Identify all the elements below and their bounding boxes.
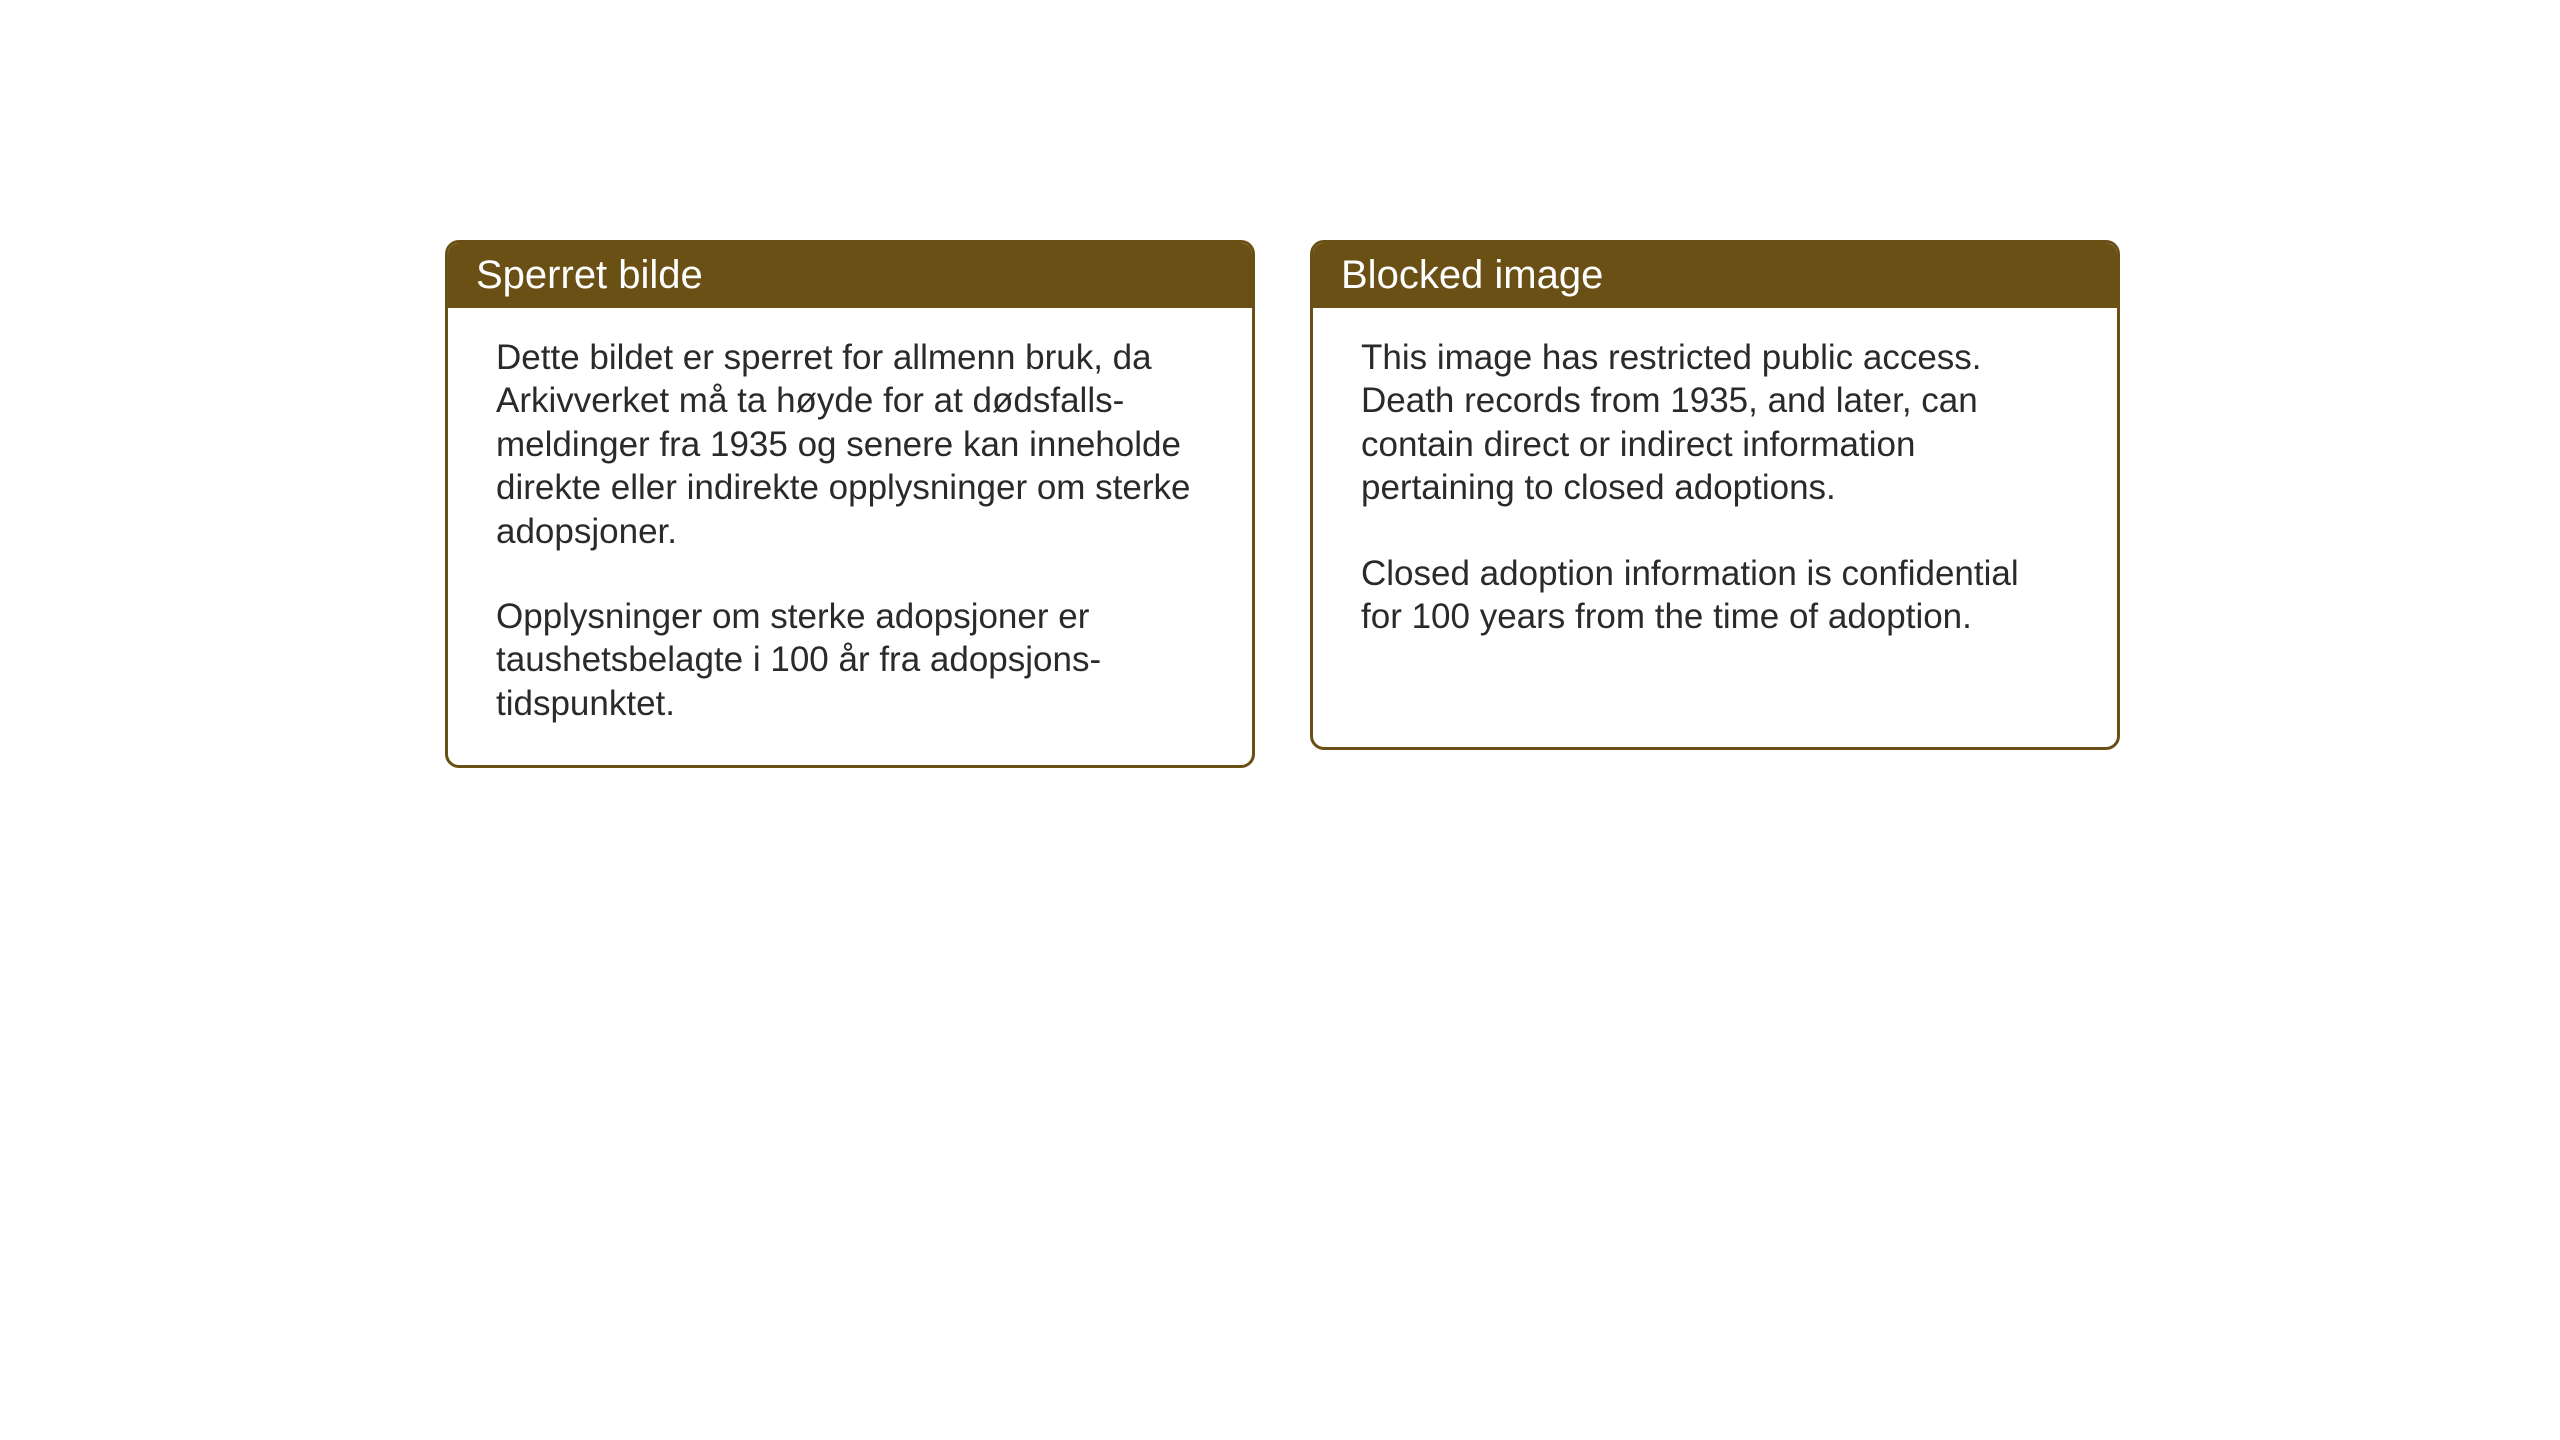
notice-paragraph-2-norwegian: Opplysninger om sterke adopsjoner er tau… — [496, 595, 1204, 725]
notice-paragraph-1-norwegian: Dette bildet er sperret for allmenn bruk… — [496, 336, 1204, 553]
notice-title-norwegian: Sperret bilde — [476, 253, 703, 297]
notice-header-english: Blocked image — [1313, 243, 2117, 308]
notice-title-english: Blocked image — [1341, 253, 1603, 297]
notice-header-norwegian: Sperret bilde — [448, 243, 1252, 308]
notice-paragraph-2-english: Closed adoption information is confident… — [1361, 552, 2069, 639]
notice-box-norwegian: Sperret bilde Dette bildet er sperret fo… — [445, 240, 1255, 768]
notice-body-norwegian: Dette bildet er sperret for allmenn bruk… — [448, 308, 1252, 765]
notice-container: Sperret bilde Dette bildet er sperret fo… — [445, 240, 2120, 768]
notice-box-english: Blocked image This image has restricted … — [1310, 240, 2120, 750]
notice-body-english: This image has restricted public access.… — [1313, 308, 2117, 678]
notice-paragraph-1-english: This image has restricted public access.… — [1361, 336, 2069, 510]
